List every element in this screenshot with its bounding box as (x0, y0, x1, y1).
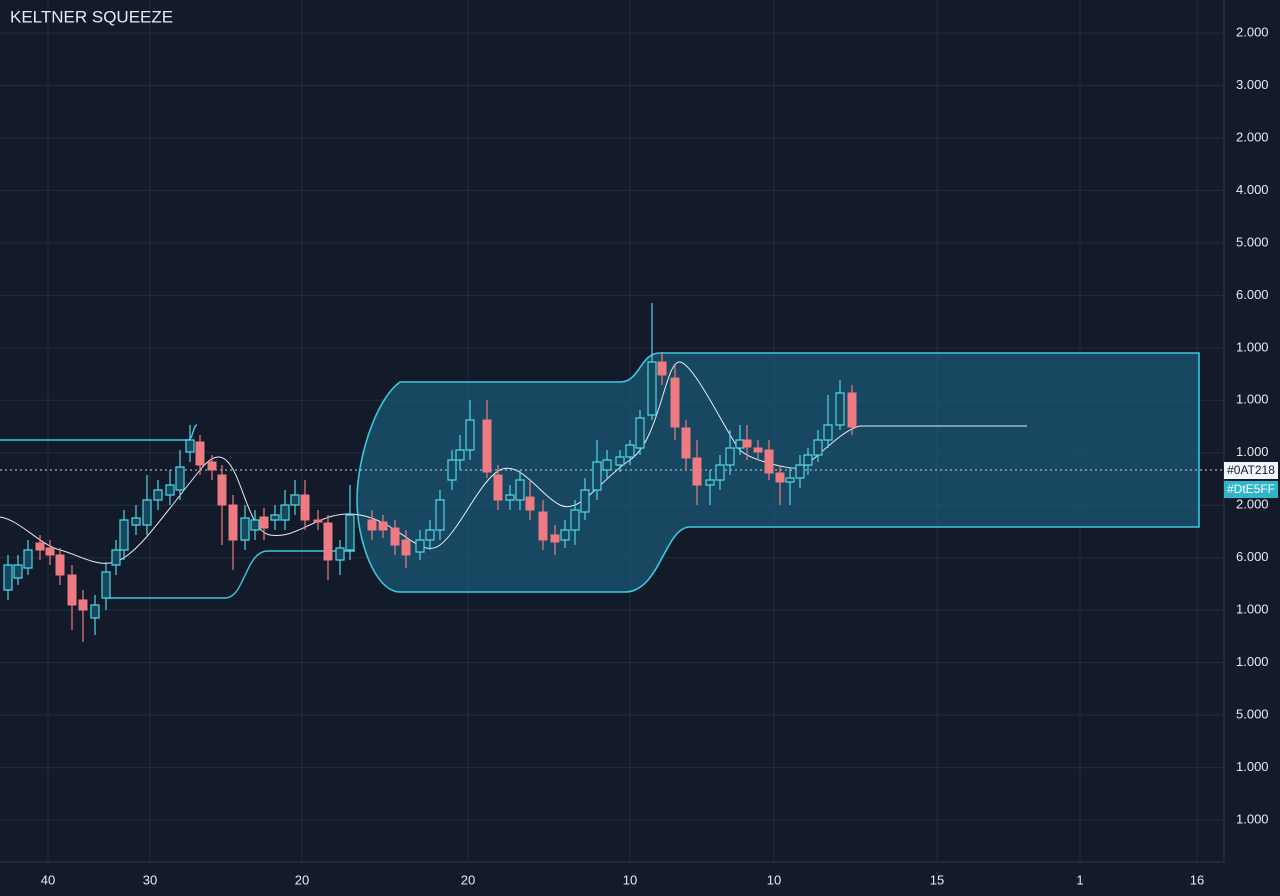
price-label: 6.000 (1236, 549, 1269, 564)
price-tag: #DtE5FF (1227, 482, 1275, 496)
time-label: 10 (623, 872, 637, 887)
price-label: 2.000 (1236, 24, 1269, 39)
price-label: 2.000 (1236, 129, 1269, 144)
moving-average (0, 361, 1027, 564)
price-label: 1.000 (1236, 392, 1269, 407)
price-label: 1.000 (1236, 339, 1269, 354)
time-label: 30 (143, 872, 157, 887)
price-label: 6.000 (1236, 287, 1269, 302)
time-label: 20 (461, 872, 475, 887)
chart-title: KELTNER SQUEEZE (10, 7, 173, 26)
price-label: 2.000 (1236, 497, 1269, 512)
time-label: 10 (767, 872, 781, 887)
price-label: 1.000 (1236, 602, 1269, 617)
price-label: 1.000 (1236, 811, 1269, 826)
price-label: 4.000 (1236, 182, 1269, 197)
lower-band (105, 550, 355, 599)
price-tag: #0AT218 (1227, 463, 1275, 477)
time-label: 15 (930, 872, 944, 887)
price-tag-box (1224, 481, 1278, 498)
time-label: 1 (1076, 872, 1083, 887)
up-candles (3, 361, 845, 619)
price-label: 1.000 (1236, 444, 1269, 459)
price-label: 1.000 (1236, 759, 1269, 774)
time-label: 16 (1190, 872, 1204, 887)
price-label: 5.000 (1236, 707, 1269, 722)
down-candles (35, 361, 857, 611)
time-label: 40 (41, 872, 55, 887)
price-label: 1.000 (1236, 654, 1269, 669)
price-label: 3.000 (1236, 77, 1269, 92)
axis-labels: 2.000 3.000 2.000 4.000 5.000 6.000 1.000 1.000… (41, 24, 1269, 887)
price-tag-box (1224, 462, 1278, 479)
price-label: 5.000 (1236, 234, 1269, 249)
time-label: 20 (295, 872, 309, 887)
